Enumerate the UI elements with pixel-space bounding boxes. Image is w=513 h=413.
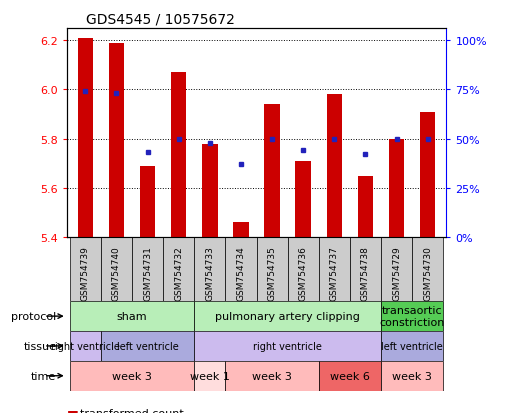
Bar (225, 361, 319, 391)
Bar (194, 237, 225, 301)
Bar (420, 112, 436, 237)
Bar (358, 176, 373, 237)
Bar (171, 73, 187, 237)
Bar (140, 166, 155, 237)
Bar (202, 144, 218, 237)
Text: right ventricle: right ventricle (51, 341, 120, 351)
Bar (70, 361, 194, 391)
Bar (381, 331, 443, 361)
Text: GDS4545 / 10575672: GDS4545 / 10575672 (86, 12, 234, 26)
Text: right ventricle: right ventricle (253, 341, 322, 351)
Text: GSM754732: GSM754732 (174, 245, 183, 300)
Bar (70, 237, 101, 301)
Text: left ventricle: left ventricle (117, 341, 179, 351)
Bar (319, 237, 350, 301)
Bar (132, 237, 163, 301)
Text: GSM754729: GSM754729 (392, 245, 401, 300)
Bar (295, 161, 311, 237)
Bar (163, 237, 194, 301)
Bar (381, 301, 443, 331)
Text: time: time (31, 371, 56, 381)
Text: GSM754733: GSM754733 (205, 245, 214, 300)
Text: transaortic
constriction: transaortic constriction (380, 306, 445, 327)
Text: transformed count: transformed count (80, 408, 183, 413)
Bar (101, 237, 132, 301)
Text: tissue: tissue (24, 341, 56, 351)
Text: week 3: week 3 (392, 371, 432, 381)
Text: GSM754736: GSM754736 (299, 245, 308, 300)
Text: GSM754740: GSM754740 (112, 245, 121, 300)
Text: week 1: week 1 (190, 371, 230, 381)
Bar (225, 237, 256, 301)
Bar (288, 237, 319, 301)
Text: week 6: week 6 (330, 371, 370, 381)
Text: pulmonary artery clipping: pulmonary artery clipping (215, 311, 360, 321)
Bar (412, 237, 443, 301)
Text: left ventricle: left ventricle (381, 341, 443, 351)
Text: protocol: protocol (11, 311, 56, 321)
Bar (326, 95, 342, 237)
Text: ■: ■ (67, 407, 78, 413)
Text: week 3: week 3 (112, 371, 152, 381)
Bar (109, 44, 124, 237)
Bar (264, 105, 280, 237)
Text: GSM754738: GSM754738 (361, 245, 370, 300)
Text: GSM754730: GSM754730 (423, 245, 432, 300)
Bar (77, 39, 93, 237)
Text: week 3: week 3 (252, 371, 292, 381)
Bar (256, 237, 288, 301)
Bar (194, 361, 225, 391)
Bar (233, 223, 249, 237)
Bar (381, 361, 443, 391)
Bar (194, 301, 381, 331)
Text: GSM754734: GSM754734 (236, 245, 245, 300)
Text: GSM754731: GSM754731 (143, 245, 152, 300)
Bar (381, 237, 412, 301)
Bar (70, 301, 194, 331)
Bar (319, 361, 381, 391)
Bar (389, 139, 404, 237)
Bar (350, 237, 381, 301)
Text: GSM754737: GSM754737 (330, 245, 339, 300)
Text: GSM754735: GSM754735 (268, 245, 277, 300)
Bar (70, 331, 101, 361)
Text: sham: sham (117, 311, 147, 321)
Bar (194, 331, 381, 361)
Bar (101, 331, 194, 361)
Text: GSM754739: GSM754739 (81, 245, 90, 300)
